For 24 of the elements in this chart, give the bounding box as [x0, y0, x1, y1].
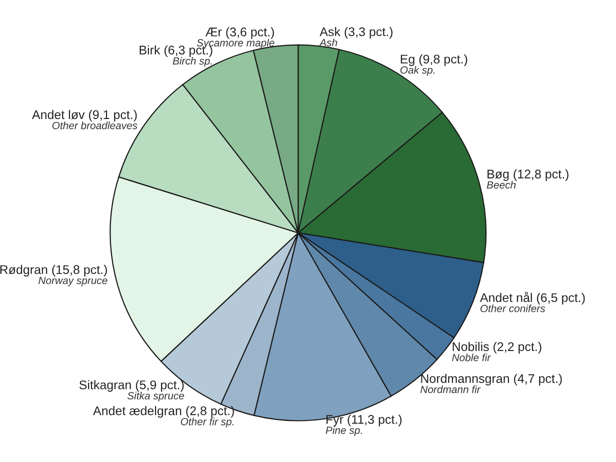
text: Other conifers: [480, 304, 546, 312]
text: Nordmann fir: [420, 385, 481, 394]
text: Sitka spruce: [127, 392, 184, 402]
slice-label: Andet løv (9,1 pct.): [32, 110, 137, 122]
text: Other broadleaves: [52, 122, 138, 130]
slice-label: Nobilis (2,2 pct.): [452, 342, 542, 354]
text: Birch sp.: [172, 56, 212, 67]
text: Ash: [319, 38, 338, 46]
slice-label: Bøg (12,8 pct.): [488, 169, 568, 181]
slice-label: Nordmannsgran (4,7 pct.): [421, 374, 562, 386]
text: Beech: [486, 180, 516, 189]
slice-label: Andet ædelgran (2,8 pct.): [93, 406, 234, 418]
text: Norway spruce: [38, 276, 108, 286]
slice-label: Ask (3,3 pct.): [320, 26, 392, 39]
slice-label: Sitkagran (5,9 pct.): [79, 380, 184, 392]
text: Other fir sp.: [180, 418, 234, 428]
slice-label: Ær (3,6 pct.): [205, 27, 274, 39]
text: Oak sp.: [400, 66, 434, 76]
text: Noble fir: [452, 354, 491, 362]
text: Pine sp.: [326, 426, 362, 436]
slice-label: Rødgran (15,8 pct.): [0, 264, 107, 277]
slice-label: Eg (9,8 pct.): [400, 54, 468, 66]
slice-label: Andet nål (6,5 pct.): [480, 292, 585, 305]
slice-label: Fyr (11,3 pct.): [326, 414, 402, 426]
